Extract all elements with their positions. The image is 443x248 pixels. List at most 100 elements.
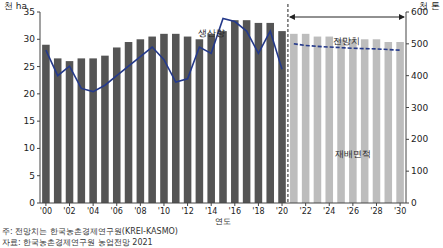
- bar: [302, 34, 310, 203]
- x-tick: [69, 203, 70, 206]
- bar-label: 재배면적: [335, 149, 371, 159]
- y-tick: [37, 39, 40, 40]
- marks: [42, 18, 404, 203]
- x-tick-label: '26: [347, 207, 359, 216]
- y-tick: [37, 93, 40, 94]
- x-tick: [305, 203, 306, 206]
- x-tick: [93, 203, 94, 206]
- bar: [148, 37, 156, 203]
- y-tick-label: 20: [24, 89, 36, 99]
- x-tick-label: '10: [158, 207, 170, 216]
- x-label: 연도: [215, 217, 231, 226]
- bar: [337, 39, 345, 203]
- y-label: 천 ha: [4, 1, 27, 11]
- footnote: 자료: 한국농촌경제연구원 농업전망 2021: [2, 238, 153, 247]
- y2-tick-label: 500: [411, 39, 428, 49]
- bar: [66, 61, 74, 203]
- x-axis: [40, 203, 406, 204]
- x-tick-label: '14: [205, 207, 217, 216]
- x-tick-label: '28: [370, 207, 382, 216]
- y2-tick-label: 200: [411, 134, 428, 144]
- y-tick-label: 10: [24, 143, 36, 153]
- y-tick-label: 5: [29, 171, 35, 181]
- x-tick-label: '04: [87, 207, 99, 216]
- bar: [137, 39, 145, 203]
- y-tick: [37, 12, 40, 13]
- footnote: 주: 전망치는 한국농촌경제연구원(KREI-KASMO): [2, 227, 178, 236]
- line: [46, 18, 282, 91]
- x-tick: [45, 203, 46, 206]
- x-tick-label: '06: [111, 207, 123, 216]
- bar: [184, 37, 192, 203]
- forecast-divider: [287, 4, 288, 203]
- x-tick: [282, 203, 283, 206]
- bar: [243, 20, 251, 203]
- y2-tick: [406, 203, 409, 204]
- y-axis: [40, 12, 41, 203]
- bar: [231, 20, 239, 203]
- x-tick-label: '12: [181, 207, 193, 216]
- y2-tick-label: 0: [411, 198, 417, 208]
- line-label: 생산량: [198, 28, 225, 38]
- x-tick-label: '20: [276, 207, 288, 216]
- bar: [314, 37, 322, 203]
- x-tick: [211, 203, 212, 206]
- bar: [373, 39, 381, 203]
- y2-tick: [406, 12, 409, 13]
- x-tick-label: '02: [63, 207, 75, 216]
- y-tick: [37, 148, 40, 149]
- x-tick: [163, 203, 164, 206]
- y2-tick-label: 300: [411, 103, 428, 113]
- y-tick-label: 30: [24, 34, 36, 44]
- x-tick-label: '22: [299, 207, 311, 216]
- y2-label: 천 톤: [419, 1, 440, 11]
- y2-tick: [406, 43, 409, 44]
- y-tick-label: 25: [24, 62, 35, 72]
- bar: [113, 47, 121, 203]
- y2-tick: [406, 75, 409, 76]
- chart: 051015202530350100200300400500600'00'02'…: [0, 0, 443, 248]
- bar: [42, 45, 50, 203]
- y2-tick-label: 400: [411, 71, 428, 81]
- y2-tick: [406, 139, 409, 140]
- bar: [101, 56, 109, 203]
- forecast-arrow: [290, 17, 404, 18]
- bar: [349, 39, 357, 203]
- y-tick: [37, 203, 40, 204]
- y-tick: [37, 121, 40, 122]
- y-tick: [37, 175, 40, 176]
- bar: [278, 31, 286, 203]
- x-tick: [329, 203, 330, 206]
- x-tick: [258, 203, 259, 206]
- x-tick: [116, 203, 117, 206]
- y-tick-label: 15: [24, 116, 35, 126]
- bar: [89, 58, 97, 203]
- x-tick: [187, 203, 188, 206]
- bar: [396, 42, 404, 203]
- y-tick: [37, 66, 40, 67]
- bar: [385, 42, 393, 203]
- bar: [266, 23, 274, 203]
- x-tick-label: '30: [394, 207, 406, 216]
- x-tick-label: '18: [252, 207, 264, 216]
- x-tick-label: '08: [134, 207, 146, 216]
- y2-tick: [406, 171, 409, 172]
- x-tick: [234, 203, 235, 206]
- x-tick-label: '00: [40, 207, 52, 216]
- bar: [78, 58, 86, 203]
- bar: [207, 34, 215, 203]
- x-tick-label: '16: [229, 207, 241, 216]
- y2-tick: [406, 107, 409, 108]
- y-tick-label: 0: [29, 198, 35, 208]
- bar: [219, 31, 227, 203]
- bar: [290, 34, 298, 203]
- x-tick: [376, 203, 377, 206]
- forecast-label: 전망치: [333, 36, 360, 46]
- x-tick: [352, 203, 353, 206]
- x-tick: [400, 203, 401, 206]
- bar: [361, 39, 369, 203]
- bar: [54, 58, 62, 203]
- x-tick: [140, 203, 141, 206]
- bar: [196, 39, 204, 203]
- bar: [325, 37, 333, 203]
